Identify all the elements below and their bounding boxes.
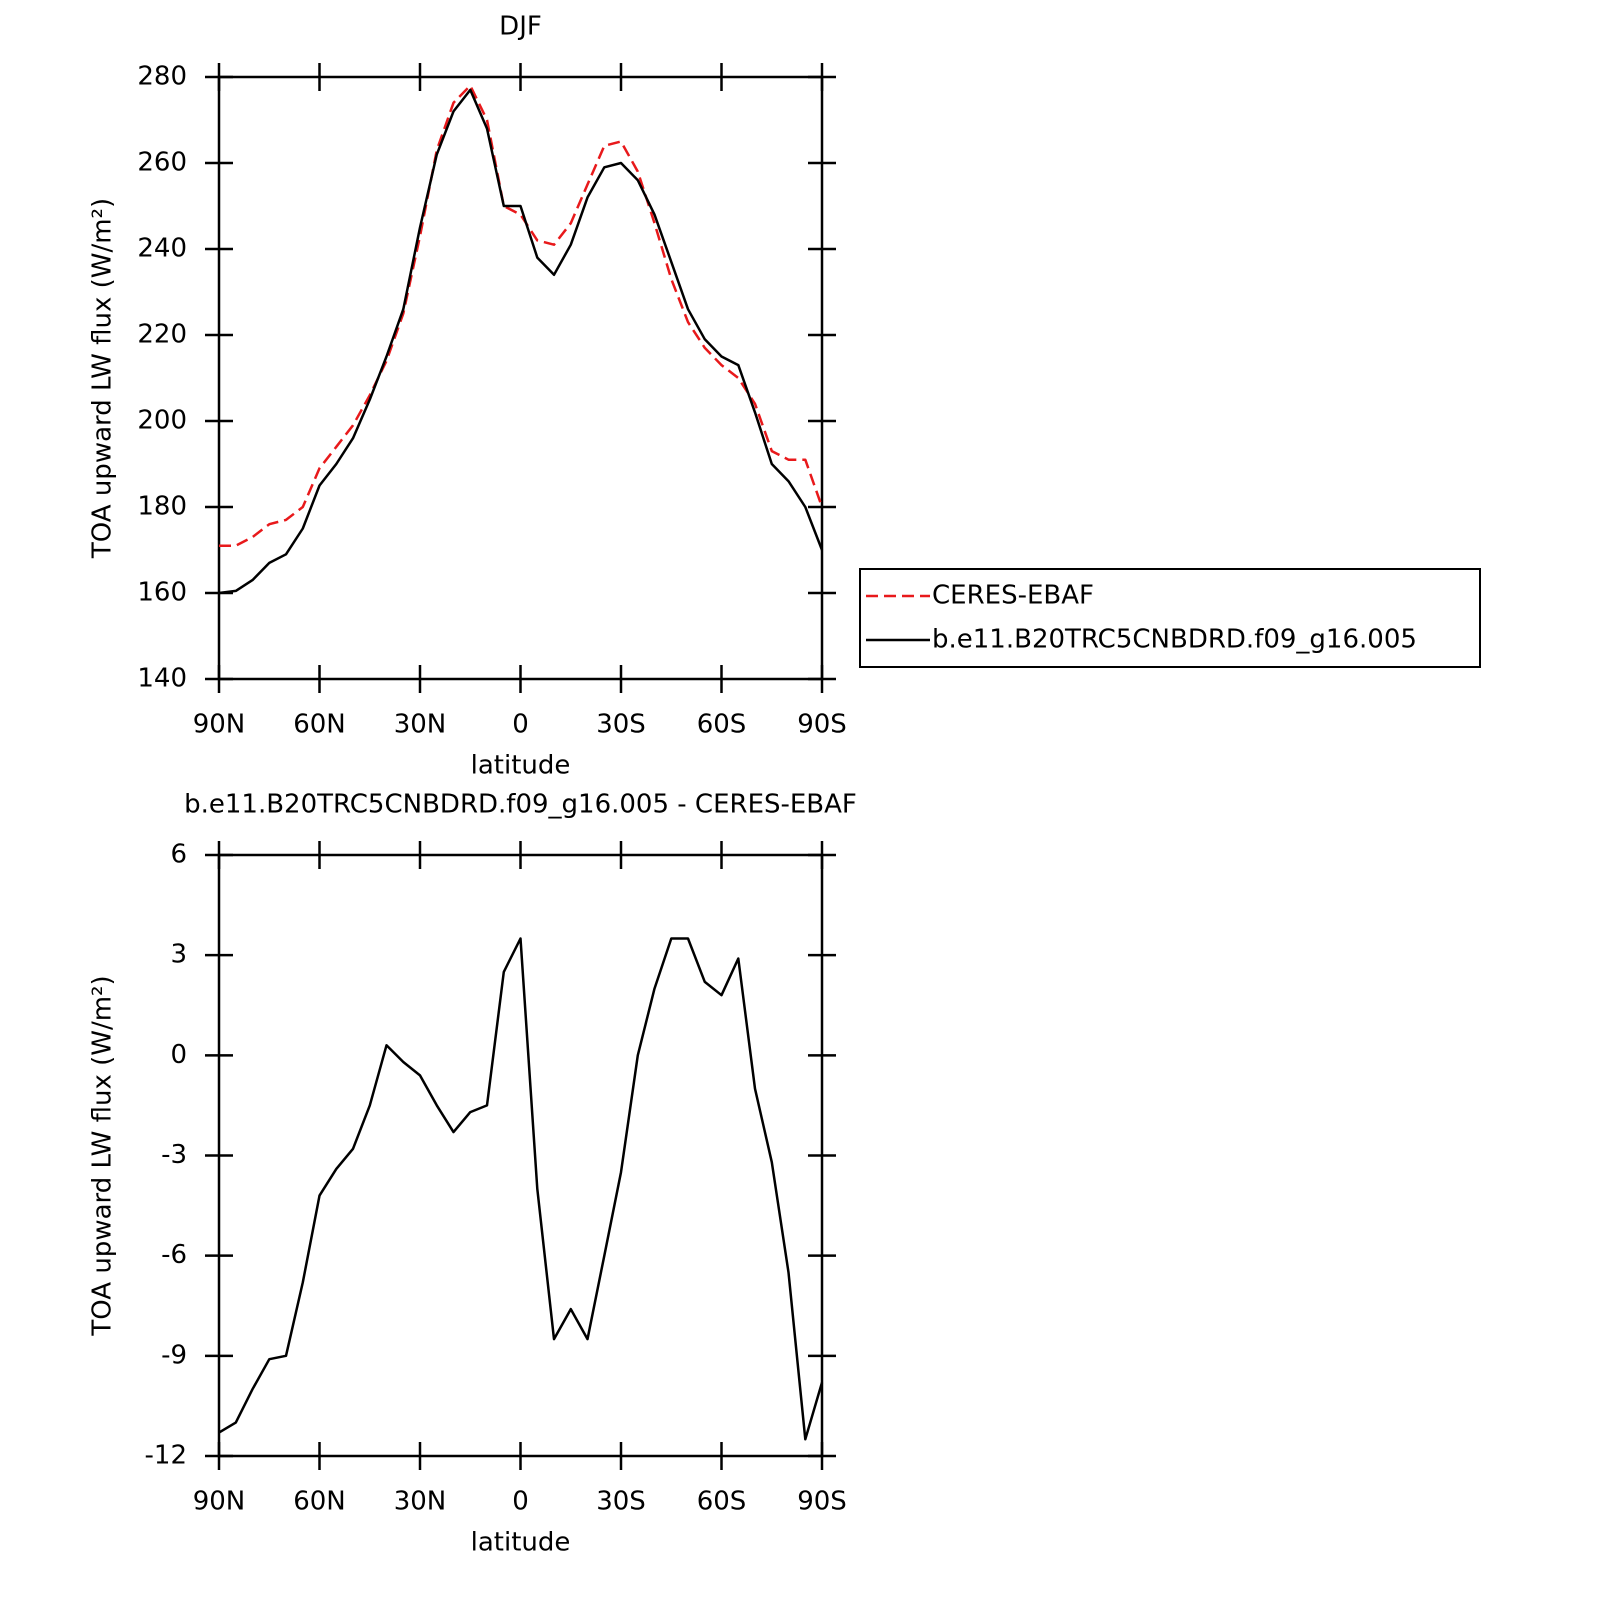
plot-frame	[217, 75, 824, 681]
x-tick-label: 90S	[797, 1487, 847, 1517]
legend-box	[859, 568, 1481, 668]
y-tick-label: 220	[137, 320, 187, 350]
x-tick-label: 90S	[797, 710, 847, 740]
x-tick-label: 90N	[193, 710, 246, 740]
y-axis-label: TOA upward LW flux (W/m²)	[88, 975, 118, 1336]
x-tick-label: 60N	[293, 1487, 346, 1517]
y-tick-label: 180	[137, 492, 187, 522]
y-axis-label: TOA upward LW flux (W/m²)	[88, 198, 118, 559]
y-tick-label: -9	[161, 1340, 187, 1370]
x-tick-label: 30S	[596, 1487, 646, 1517]
y-tick-label: 280	[137, 62, 187, 92]
x-tick-label: 0	[512, 1487, 529, 1517]
data-line	[218, 88, 824, 595]
data-line	[218, 937, 824, 1441]
y-tick-label: 260	[137, 148, 187, 178]
y-tick-label: 140	[137, 664, 187, 694]
y-tick-label: 3	[170, 940, 187, 970]
chart-title: b.e11.B20TRC5CNBDRD.f09_g16.005 - CERES-…	[184, 790, 857, 820]
y-tick-label: -6	[161, 1240, 187, 1270]
legend-label: b.e11.B20TRC5CNBDRD.f09_g16.005	[932, 625, 1417, 655]
x-tick-label: 30N	[394, 1487, 447, 1517]
x-tick-label: 60N	[293, 710, 346, 740]
legend-label: CERES-EBAF	[932, 581, 1094, 611]
x-tick-label: 90N	[193, 1487, 246, 1517]
y-tick-label: 160	[137, 578, 187, 608]
x-tick-label: 60S	[697, 1487, 747, 1517]
y-tick-label: 240	[137, 234, 187, 264]
y-tick-label: 6	[170, 840, 187, 870]
x-tick-label: 30N	[394, 710, 447, 740]
y-tick-label: -12	[145, 1441, 187, 1471]
x-axis-label: latitude	[471, 751, 571, 781]
x-axis-label: latitude	[471, 1528, 571, 1558]
x-tick-label: 60S	[697, 710, 747, 740]
y-tick-label: -3	[161, 1140, 187, 1170]
y-tick-label: 0	[170, 1040, 187, 1070]
data-line	[219, 84, 824, 547]
chart-title: DJF	[499, 12, 542, 42]
x-tick-label: 30S	[596, 710, 646, 740]
y-tick-label: 200	[137, 406, 187, 436]
x-tick-label: 0	[512, 710, 529, 740]
